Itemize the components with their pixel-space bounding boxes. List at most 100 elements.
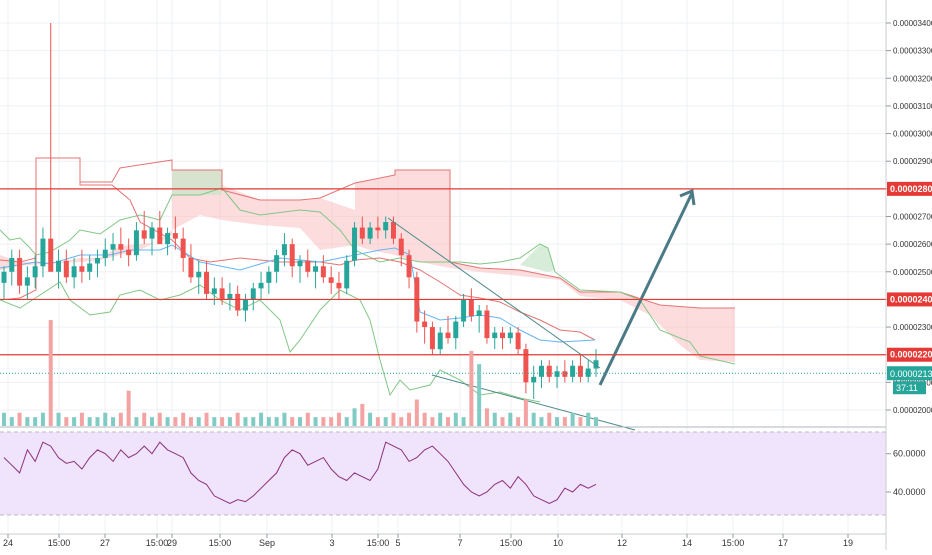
time-tick-label: 7 <box>457 538 462 548</box>
volume-bar <box>48 320 53 426</box>
candle-body <box>172 233 178 239</box>
candle-body <box>375 227 381 231</box>
horizontal-levels <box>0 188 886 374</box>
volume-bar <box>313 417 318 426</box>
volume-bar <box>25 417 30 426</box>
volume-bar <box>204 412 209 426</box>
volume-bar <box>165 417 170 426</box>
candle-body <box>367 227 373 239</box>
volume-bar <box>422 412 427 426</box>
candle-body <box>406 255 412 278</box>
candle-body <box>235 293 241 311</box>
candle-body <box>484 310 490 339</box>
volume-bar <box>321 417 326 426</box>
descending-wedge-upper-line <box>387 217 601 369</box>
volume-bar <box>492 412 497 426</box>
candle-body <box>211 288 217 294</box>
volume-bar <box>56 412 61 426</box>
volume-bar <box>111 417 116 426</box>
volume-bar <box>157 412 162 426</box>
volume-bar <box>586 412 591 426</box>
candle-body <box>515 332 521 350</box>
candle-body <box>110 244 116 250</box>
price-tick-label: 0.00002300 <box>893 323 932 332</box>
volume-bar <box>33 417 38 426</box>
candle-body <box>562 371 568 377</box>
candle-body <box>570 365 576 377</box>
volume-bar <box>64 417 69 426</box>
candle-body <box>118 244 124 250</box>
time-tick-label: 14 <box>682 538 692 548</box>
candle-body <box>204 271 210 294</box>
candle-body <box>94 257 100 264</box>
price-tick-label: 0.00002000 <box>893 406 932 415</box>
candle-body <box>141 230 147 239</box>
volume-bar <box>305 412 310 426</box>
candle-body <box>242 299 248 311</box>
volume-bar <box>516 417 521 426</box>
volume-bar <box>438 412 443 426</box>
time-tick-label: Sep <box>259 538 275 548</box>
candle-body <box>593 360 599 369</box>
candle-body <box>24 277 30 286</box>
time-tick-label: 15:00 <box>722 538 745 548</box>
time-tick-label: 15:00 <box>367 538 390 548</box>
candle-body <box>492 332 498 339</box>
volume-bar <box>2 412 6 426</box>
candle-body <box>1 271 7 283</box>
volume-bar <box>562 417 567 426</box>
volume-bar <box>407 412 412 426</box>
volume-bar <box>446 417 450 426</box>
volume-bar <box>375 417 380 426</box>
candle-body <box>546 365 552 377</box>
candle-body <box>87 263 93 272</box>
price-tick-label: 0.00002500 <box>893 268 932 277</box>
candle-body <box>585 368 591 377</box>
candle-body <box>500 332 506 339</box>
time-tick-label: 19 <box>843 538 853 548</box>
candle-body <box>445 332 451 339</box>
candle-body <box>165 233 171 245</box>
candle-body <box>56 260 62 272</box>
candle-body <box>523 349 529 383</box>
candle-body <box>453 321 459 339</box>
volume-bar <box>555 417 560 426</box>
volume-bar <box>118 412 123 426</box>
volume-bar <box>251 417 256 426</box>
candle-body <box>297 260 303 267</box>
rsi-band <box>0 432 886 515</box>
candle-body <box>313 266 319 272</box>
time-tick-label: 27 <box>100 538 110 548</box>
volume-bar <box>344 417 349 426</box>
rsi-line <box>3 441 597 505</box>
time-tick-label: 17 <box>778 538 788 548</box>
volume-bar <box>508 412 513 426</box>
volume-bar <box>103 412 108 426</box>
volume-bar <box>461 417 466 426</box>
candle-body <box>305 260 311 272</box>
candle-body <box>281 244 287 256</box>
volume-bar <box>220 417 225 426</box>
volume-bar <box>298 417 302 426</box>
candle-body <box>250 288 256 300</box>
candle-body <box>383 222 389 231</box>
volume-bar <box>235 412 240 426</box>
volume-bar <box>196 417 201 426</box>
volume-bar <box>9 417 14 426</box>
candle-body <box>429 327 435 350</box>
volume-bar <box>173 417 178 426</box>
time-tick-label: 15:00 <box>48 538 71 548</box>
volume-bar <box>329 417 334 426</box>
volume-bar <box>40 412 45 426</box>
volume-bar <box>290 417 295 426</box>
candle-body <box>126 249 132 256</box>
volume-bar <box>72 417 77 426</box>
candle-body <box>352 227 358 261</box>
candle-body <box>320 266 326 278</box>
volume-bar <box>336 412 341 426</box>
